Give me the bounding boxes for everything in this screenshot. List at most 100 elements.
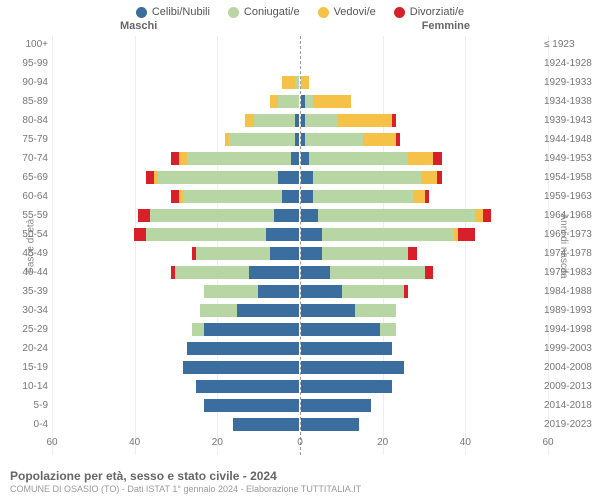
age-row: 30-341989-1993 (0, 302, 600, 321)
bar-segment (301, 76, 309, 89)
bar-female (301, 114, 396, 127)
age-row: 10-142009-2013 (0, 378, 600, 397)
bar-segment (146, 171, 154, 184)
bar-segment (322, 228, 454, 241)
x-tick-label: 60 (46, 437, 57, 448)
bar-segment (475, 209, 483, 222)
age-row: 25-29 1994-1998 (0, 321, 600, 340)
bar-segment (258, 285, 299, 298)
bar-male (200, 304, 299, 317)
bar-female (301, 285, 408, 298)
x-tick-label: 20 (212, 437, 223, 448)
age-label: 25-29 (0, 324, 48, 335)
bar-female (301, 247, 417, 260)
bar-male (187, 342, 299, 355)
bar-segment (301, 171, 313, 184)
birth-year-label: 1999-2003 (544, 343, 600, 354)
bar-male (270, 95, 299, 108)
bar-male (171, 152, 299, 165)
bar-segment (392, 114, 396, 127)
bar-male (138, 209, 299, 222)
bar-male (204, 399, 299, 412)
bar-segment (404, 285, 408, 298)
x-tick-label: 40 (129, 437, 140, 448)
bar-segment (150, 209, 274, 222)
bar-segment (301, 152, 309, 165)
age-label: 50-54 (0, 229, 48, 240)
bar-male (245, 114, 299, 127)
bar-male (134, 228, 299, 241)
bar-male (282, 76, 299, 89)
bar-segment (305, 114, 338, 127)
bar-segment (175, 266, 249, 279)
bar-segment (413, 190, 425, 203)
age-label: 20-24 (0, 343, 48, 354)
birth-year-label: 1994-1998 (544, 324, 600, 335)
birth-year-label: 2014-2018 (544, 400, 600, 411)
age-row: 40-441979-1983 (0, 264, 600, 283)
bar-male (183, 361, 299, 374)
plot-area: Fasce di età Anni di nascita 100+≤ 19239… (0, 36, 600, 455)
age-label: 80-84 (0, 115, 48, 126)
age-row: 15-192004-2008 (0, 359, 600, 378)
legend: Celibi/NubiliConiugati/eVedovi/eDivorzia… (0, 0, 600, 20)
bar-segment (313, 171, 420, 184)
x-tick-label: 60 (542, 437, 553, 448)
age-row: 85-891934-1938 (0, 93, 600, 112)
bar-segment (305, 133, 363, 146)
bar-segment (196, 380, 299, 393)
legend-label: Divorziati/e (410, 6, 464, 18)
bar-segment (425, 190, 429, 203)
bar-segment (138, 209, 150, 222)
bar-segment (295, 133, 299, 146)
bar-segment (187, 152, 290, 165)
bar-segment (433, 152, 441, 165)
bar-segment (355, 304, 396, 317)
bar-female (301, 171, 442, 184)
bar-segment (330, 266, 425, 279)
birth-year-label: 1924-1928 (544, 58, 600, 69)
bar-segment (408, 247, 416, 260)
bar-segment (301, 228, 322, 241)
bar-segment (229, 133, 295, 146)
bar-segment (301, 209, 318, 222)
bar-segment (301, 266, 330, 279)
population-pyramid-chart: Celibi/NubiliConiugati/eVedovi/eDivorzia… (0, 0, 600, 500)
bar-segment (338, 114, 392, 127)
bar-segment (245, 114, 253, 127)
bar-segment (408, 152, 433, 165)
age-label: 100+ (0, 39, 48, 50)
bar-segment (204, 285, 258, 298)
age-label: 60-64 (0, 191, 48, 202)
gender-headers: Maschi Femmine (0, 20, 600, 36)
bar-segment (187, 342, 299, 355)
birth-year-label: 1944-1948 (544, 134, 600, 145)
bar-segment (158, 171, 278, 184)
bar-female (301, 323, 396, 336)
bar-segment (421, 171, 438, 184)
bar-segment (295, 114, 299, 127)
age-label: 65-69 (0, 172, 48, 183)
age-row: 45-49 1974-1978 (0, 245, 600, 264)
bar-segment (458, 228, 475, 241)
legend-item: Vedovi/e (318, 6, 376, 18)
bar-segment (437, 171, 441, 184)
age-row: 50-541969-1973 (0, 226, 600, 245)
bar-segment (274, 209, 299, 222)
birth-year-label: 1964-1968 (544, 210, 600, 221)
bar-female (301, 190, 429, 203)
bar-segment (282, 76, 294, 89)
age-label: 45-49 (0, 248, 48, 259)
age-row: 95-991924-1928 (0, 55, 600, 74)
bar-segment (322, 247, 409, 260)
birth-year-label: 1974-1978 (544, 248, 600, 259)
x-axis: 6040200204060 (0, 437, 600, 455)
bar-segment (183, 190, 282, 203)
bar-male (192, 323, 299, 336)
bar-segment (301, 247, 322, 260)
legend-label: Vedovi/e (334, 6, 376, 18)
age-row: 55-591964-1968 (0, 207, 600, 226)
legend-swatch (228, 7, 239, 18)
x-tick-label: 40 (460, 437, 471, 448)
birth-year-label: 1989-1993 (544, 305, 600, 316)
